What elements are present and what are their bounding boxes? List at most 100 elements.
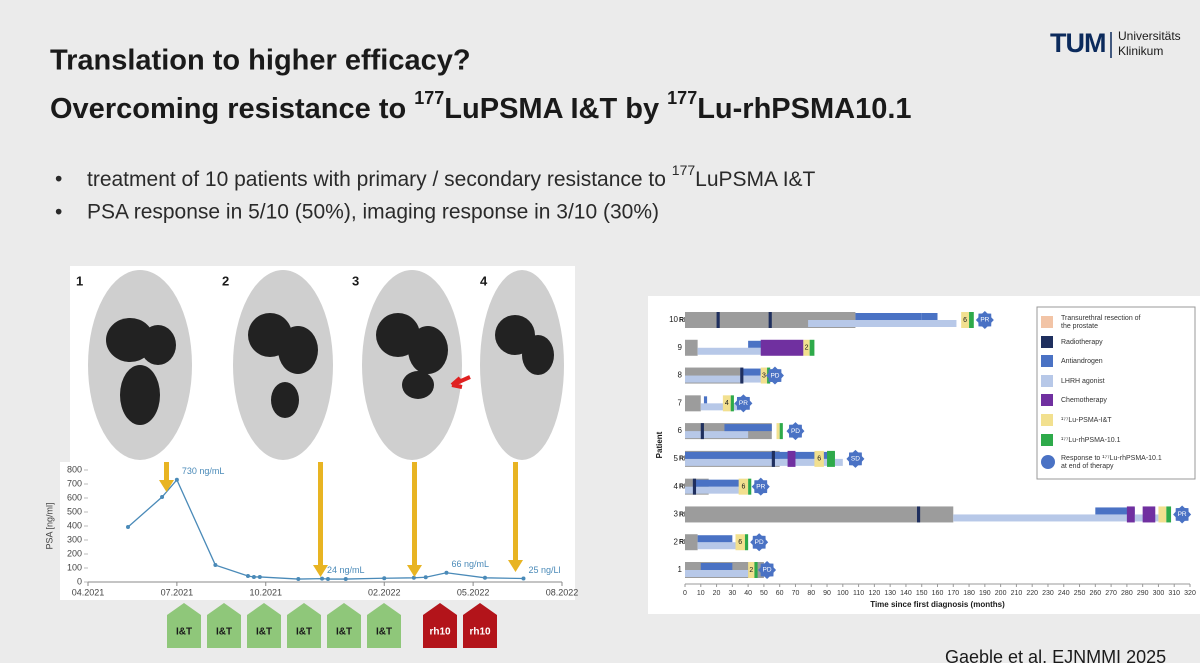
response-label: PR	[980, 317, 989, 324]
treatment-markers: I&T I&T I&T I&T I&T I&T rh10 rh10	[167, 603, 497, 648]
treatment-segment	[685, 486, 745, 494]
x-tick-label: 80	[807, 590, 815, 597]
treatment-segment	[768, 312, 772, 328]
response-badge	[786, 422, 805, 441]
patient-label: 10	[669, 315, 678, 324]
treatment-segment	[760, 367, 768, 384]
treatment-segment	[1158, 506, 1167, 523]
legend-swatch	[1041, 434, 1053, 446]
response-label: SD	[851, 456, 860, 463]
treatment-label: I&T	[376, 627, 392, 638]
x-tick-label: 30	[728, 590, 736, 597]
treatment-segment	[760, 339, 804, 356]
patient-label: 9	[678, 343, 683, 352]
x-tick-label: 200	[995, 590, 1007, 597]
patient-label: 1	[678, 565, 683, 574]
response-badge	[758, 561, 777, 579]
treatment-segment	[685, 451, 835, 459]
legend-swatch	[1041, 316, 1053, 328]
x-tick-label: 10.2021	[249, 587, 282, 597]
psa-point	[174, 477, 179, 482]
x-tick-label: 70	[792, 590, 800, 597]
bullet-dot: •	[55, 201, 62, 224]
treatment-segment	[700, 563, 733, 570]
title-text: LuPSMA I&T by	[444, 93, 667, 125]
response-badge	[751, 477, 770, 496]
x-tick-label: 04.2021	[72, 587, 105, 597]
treatment-label: I&T	[176, 627, 192, 638]
x-tick-label: 300	[1153, 590, 1165, 597]
treatment-segment	[703, 396, 708, 404]
legend-box	[1036, 306, 1196, 480]
bullet-text: LuPSMA I&T	[695, 168, 815, 191]
psa-point	[125, 524, 130, 529]
x-tick-label: 0	[683, 590, 687, 597]
legend-label: Radiotherapy	[1061, 339, 1103, 346]
x-tick-label: 10	[697, 590, 705, 597]
treatment-segment	[740, 367, 744, 384]
legend-label: Antiandrogen	[1061, 358, 1103, 365]
legend-label: Response to ¹⁷⁷Lu-rhPSMA-10.1	[1061, 455, 1162, 462]
title-line1: Translation to higher efficacy?	[50, 45, 471, 77]
legend-label: Transurethral resection of	[1061, 315, 1141, 322]
legend-swatch	[1041, 394, 1053, 406]
x-tick-label: 180	[963, 590, 975, 597]
legend-swatch	[1041, 375, 1053, 387]
x-tick-label: 08.2022	[546, 587, 579, 597]
y-tick-label: 800	[67, 464, 82, 474]
x-tick-label: 130	[884, 590, 896, 597]
treatment-segment	[969, 312, 974, 328]
pet-uptake	[106, 313, 554, 425]
x-tick-label: 210	[1011, 590, 1023, 597]
title-sup: 177	[414, 88, 444, 108]
psa-point	[160, 495, 165, 500]
x-tick-label: 90	[823, 590, 831, 597]
psa-point	[296, 577, 301, 582]
x-tick-label: 140	[900, 590, 912, 597]
swimmer-chart: 0 10 20 30 40 50 60 70 80 90 100 110 120 130 140 150 160…	[655, 306, 1196, 609]
x-tick-label: 60	[776, 590, 784, 597]
response-badge	[975, 311, 994, 329]
x-tick-label: 310	[1168, 590, 1180, 597]
dose-arrows	[159, 462, 523, 577]
response-label: PD	[770, 372, 779, 379]
treatment-label: I&T	[296, 627, 312, 638]
legend-swatch	[1041, 336, 1053, 348]
x-tick-label: 05.2022	[457, 587, 490, 597]
patient-label: 7	[678, 398, 683, 407]
psa-background	[60, 462, 575, 600]
treatment-segment	[700, 403, 741, 411]
bullet-2: PSA response in 5/10 (50%), imaging resp…	[87, 201, 659, 224]
psa-panel	[60, 462, 575, 600]
treatment-segment	[803, 339, 810, 356]
treatment-segment	[916, 506, 921, 523]
treatment-arrow	[207, 603, 241, 648]
treatment-segment	[722, 395, 731, 412]
psa-point	[245, 573, 250, 578]
rp-label: RP	[679, 317, 689, 324]
treatment-segment	[771, 450, 775, 467]
treatment-segment	[700, 423, 704, 440]
observation-bar	[685, 395, 701, 412]
bullet-1: treatment of 10 patients with primary / …	[87, 162, 816, 191]
y-axis-label: PSA [ng/ml]	[44, 502, 54, 549]
response-badge	[765, 366, 784, 385]
cycle-label: 6	[738, 539, 742, 546]
x-tick-label: 250	[1074, 590, 1086, 597]
psa-label: 730 ng/mL	[182, 466, 225, 476]
treatment-segment	[1166, 506, 1172, 523]
treatment-segment	[692, 479, 741, 487]
treatment-arrow	[463, 603, 497, 648]
treatment-segment	[787, 450, 796, 467]
treatment-segment	[692, 478, 697, 495]
response-label: PD	[791, 428, 800, 435]
treatment-label: I&T	[256, 627, 272, 638]
x-tick-label: 20	[713, 590, 721, 597]
treatment-segment	[697, 535, 733, 543]
treatment-segment	[1142, 506, 1156, 523]
cycle-label: 2	[805, 345, 809, 352]
observation-bar	[685, 339, 698, 356]
y-tick-label: 200	[67, 548, 82, 558]
response-badge	[734, 394, 753, 413]
